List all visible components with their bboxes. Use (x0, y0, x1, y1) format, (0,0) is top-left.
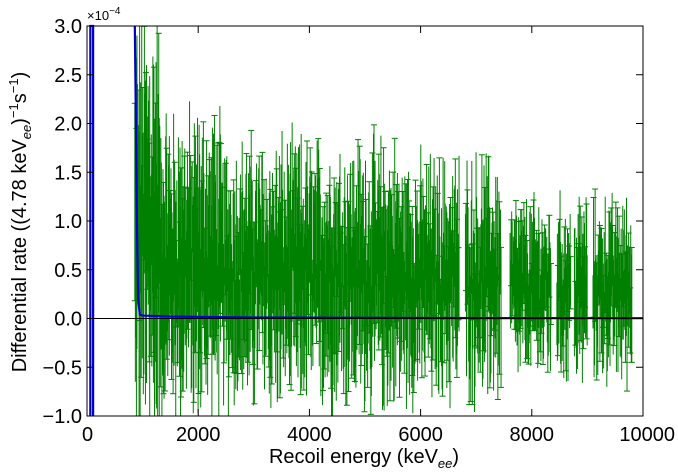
x-tick-label: 4000 (287, 424, 332, 446)
y-tick-label: −0.5 (43, 357, 82, 379)
y-tick-label: 0.5 (54, 260, 82, 282)
axis-tick-labels: 0 2000 4000 6000 8000 10000 −1.0 −0.5 0.0 0.5 1.0 1… (43, 16, 675, 446)
y-tick-label: 0.0 (54, 309, 82, 331)
model-line (133, 25, 644, 320)
y-tick-label: 1.5 (54, 162, 82, 184)
y-scale-label: ×10−4 (87, 6, 121, 23)
y-tick-label: 1.0 (54, 211, 82, 233)
y-tick-label: −1.0 (43, 406, 82, 428)
errorbar-series (131, 25, 635, 416)
x-tick-label: 0 (82, 424, 93, 446)
y-axis-label: Differential rate ((4.78 keVee)−1s−1) (6, 72, 34, 373)
x-axis-label: Recoil energy (keVee) (269, 446, 459, 471)
y-tick-label: 2.5 (54, 65, 82, 87)
x-tick-label: 2000 (176, 424, 221, 446)
axis-ticks (86, 25, 644, 417)
x-tick-label: 6000 (398, 424, 443, 446)
x-tick-label: 8000 (510, 424, 555, 446)
y-tick-label: 3.0 (54, 16, 82, 38)
y-tick-label: 2.0 (54, 114, 82, 136)
x-tick-label: 10000 (619, 424, 675, 446)
